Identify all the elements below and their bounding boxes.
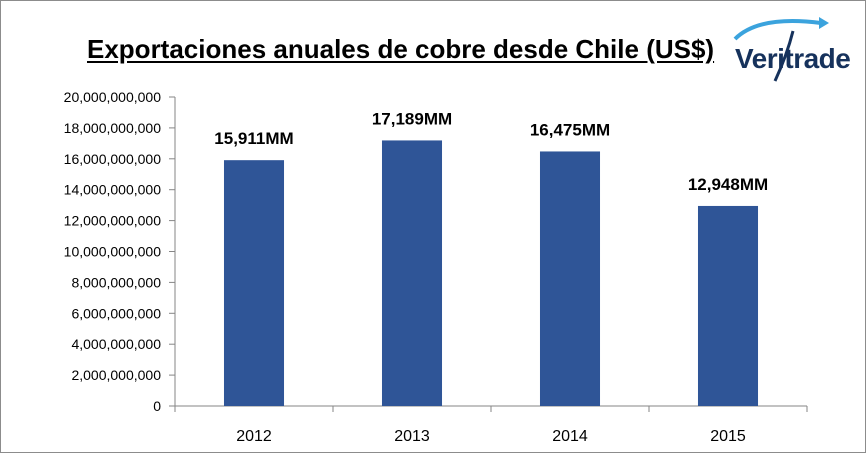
y-tick-label: 6,000,000,000	[71, 305, 161, 321]
x-tick-label: 2013	[394, 428, 430, 445]
y-tick-label: 16,000,000,000	[64, 151, 162, 167]
bar-2013	[381, 140, 443, 407]
logo-wordmark: Veritrade	[735, 43, 851, 74]
y-tick-label: 8,000,000,000	[71, 274, 161, 290]
chart-title: Exportaciones anuales de cobre desde Chi…	[87, 34, 715, 64]
bar-2014	[539, 151, 601, 406]
y-tick-label: 4,000,000,000	[71, 336, 161, 352]
data-label-2012: 15,911MM	[214, 129, 293, 148]
data-label-2013: 17,189MM	[372, 109, 452, 128]
data-label-2014: 16,475MM	[530, 120, 610, 139]
veritrade-logo: Veritrade	[729, 9, 861, 89]
data-label-2015: 12,948MM	[688, 175, 768, 194]
bars-group: 15,911MM 17,189MM 16,475MM 12,948MM	[214, 109, 768, 407]
bar-2015	[697, 205, 759, 406]
x-tick-label: 2012	[236, 428, 272, 445]
y-tick-label: 12,000,000,000	[64, 213, 162, 229]
x-tick-label: 2015	[710, 428, 746, 445]
y-tick-label: 10,000,000,000	[64, 244, 162, 260]
bar-2012	[223, 160, 285, 406]
logo-swoosh-icon	[733, 17, 829, 82]
y-tick-label: 14,000,000,000	[64, 182, 162, 198]
y-tick-label: 2,000,000,000	[71, 367, 161, 383]
y-tick-label: 20,000,000,000	[64, 89, 162, 105]
y-axis: 0 2,000,000,000 4,000,000,000 6,000,000,000…	[64, 89, 176, 414]
y-tick-label: 18,000,000,000	[64, 120, 162, 136]
y-tick-label: 0	[153, 398, 161, 414]
x-tick-label: 2014	[552, 428, 588, 445]
x-axis: 2012 2013 2014 2015	[174, 405, 808, 445]
